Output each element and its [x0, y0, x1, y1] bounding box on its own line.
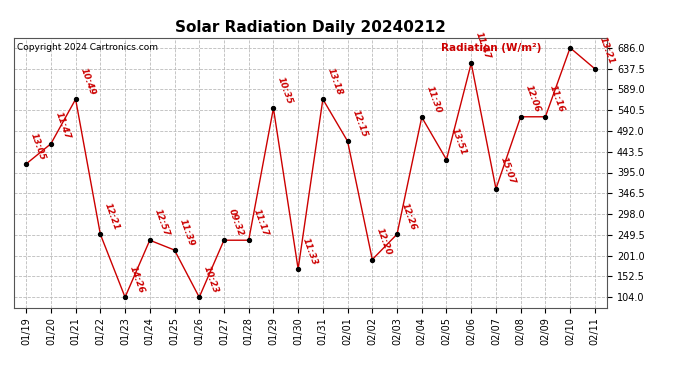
Text: 12:06: 12:06 [524, 84, 542, 114]
Point [342, 138, 353, 144]
Text: 10:35: 10:35 [276, 75, 295, 105]
Text: 11:16: 11:16 [548, 84, 566, 114]
Title: Solar Radiation Daily 20240212: Solar Radiation Daily 20240212 [175, 20, 446, 35]
Text: 11:17: 11:17 [251, 207, 270, 237]
Text: 11:39: 11:39 [177, 217, 195, 247]
Text: 11:33: 11:33 [301, 236, 319, 266]
Point [466, 60, 477, 66]
Text: 10:49: 10:49 [79, 66, 97, 96]
Text: 13:18: 13:18 [326, 66, 344, 96]
Point [589, 66, 600, 72]
Point [491, 186, 502, 192]
Text: 15:07: 15:07 [499, 156, 517, 186]
Point [268, 105, 279, 111]
Text: Radiation (W/m²): Radiation (W/m²) [441, 43, 542, 53]
Point [416, 114, 427, 120]
Point [564, 45, 575, 51]
Point [21, 161, 32, 167]
Point [367, 256, 378, 262]
Point [144, 237, 155, 243]
Text: 12:15: 12:15 [351, 108, 368, 138]
Text: 12:57: 12:57 [152, 207, 171, 237]
Text: 12:20: 12:20 [375, 227, 393, 257]
Text: 13:51: 13:51 [449, 127, 468, 157]
Point [194, 294, 205, 300]
Point [169, 247, 180, 253]
Point [119, 294, 130, 300]
Text: 11:47: 11:47 [54, 111, 72, 141]
Point [95, 231, 106, 237]
Text: 11:30: 11:30 [424, 84, 443, 114]
Point [70, 96, 81, 102]
Text: Copyright 2024 Cartronics.com: Copyright 2024 Cartronics.com [17, 43, 158, 52]
Text: 12:21: 12:21 [103, 201, 121, 231]
Text: 11:47: 11:47 [474, 30, 492, 60]
Text: 14:26: 14:26 [128, 264, 146, 294]
Point [441, 157, 452, 163]
Point [317, 96, 328, 102]
Point [46, 141, 57, 147]
Text: 10:23: 10:23 [202, 264, 220, 294]
Point [540, 114, 551, 120]
Text: 13:05: 13:05 [29, 131, 47, 161]
Text: 13:21: 13:21 [598, 36, 616, 66]
Point [391, 231, 402, 237]
Point [219, 237, 230, 243]
Text: 09:32: 09:32 [227, 207, 245, 237]
Point [515, 114, 526, 120]
Point [243, 237, 254, 243]
Text: 12:26: 12:26 [400, 201, 418, 231]
Point [293, 266, 304, 272]
